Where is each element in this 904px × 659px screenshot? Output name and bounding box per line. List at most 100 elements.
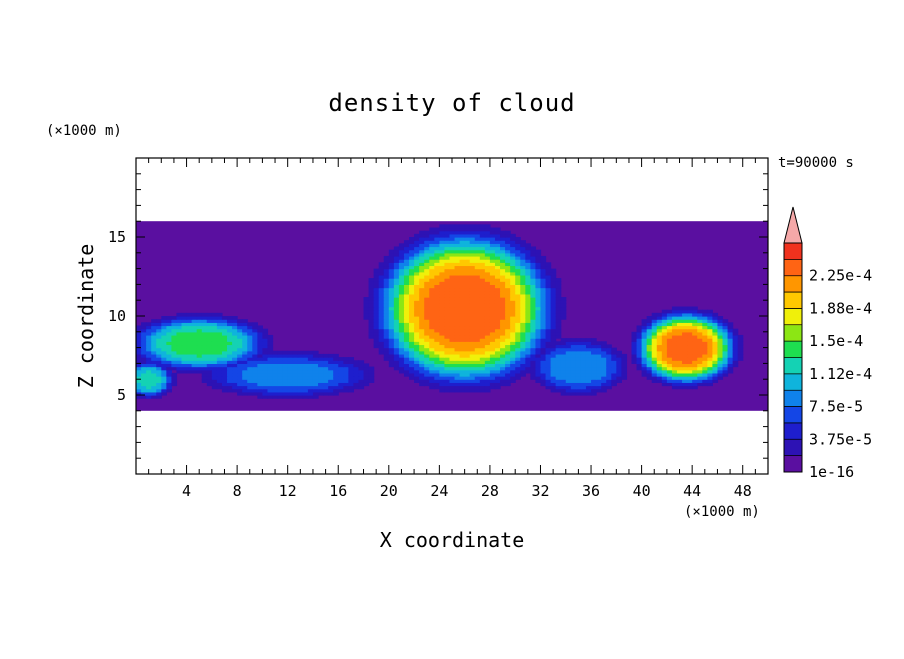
density-cell (687, 350, 693, 355)
density-cell (550, 334, 557, 339)
density-cell (232, 360, 238, 364)
density-cell (601, 382, 607, 387)
density-cell (489, 376, 496, 380)
density-cell (439, 316, 446, 320)
density-cell (727, 366, 734, 371)
density-cell (328, 388, 334, 393)
density-cell (181, 328, 188, 333)
density-cell (494, 227, 501, 232)
density-cell (707, 369, 713, 374)
density-cell (520, 297, 526, 301)
density-cell (580, 344, 587, 349)
density-cell (479, 341, 486, 346)
density-cell (666, 338, 673, 342)
density-cell (489, 360, 496, 364)
density-cell (712, 369, 719, 374)
density-cell (585, 391, 592, 396)
density-cell (494, 341, 501, 346)
density-cell (727, 341, 734, 346)
density-cell (419, 319, 425, 323)
density-cell (454, 287, 461, 292)
density-cell (540, 319, 547, 323)
density-cell (353, 376, 360, 380)
density-cell (257, 331, 263, 336)
density-cell (565, 388, 572, 393)
density-cell (358, 363, 365, 368)
density-cell (449, 309, 456, 314)
density-cell (697, 382, 703, 387)
density-cell (484, 306, 491, 311)
density-cell (479, 388, 486, 393)
density-cell (459, 284, 466, 289)
density-cell (414, 287, 420, 292)
density-cell (505, 249, 511, 254)
density-cell (520, 347, 526, 352)
density-cell (671, 328, 678, 333)
density-cell (444, 379, 451, 383)
density-cell (510, 372, 516, 377)
density-cell (383, 259, 390, 263)
density-cell (535, 281, 542, 285)
density-cell (181, 344, 188, 349)
density-cell (221, 369, 228, 374)
density-cell (631, 331, 638, 336)
density-cell (545, 262, 552, 267)
density-cell (692, 385, 698, 390)
density-cell (312, 372, 319, 377)
density-cell (176, 341, 183, 346)
density-cell (287, 372, 294, 377)
density-cell (409, 287, 415, 292)
density-cell (343, 369, 349, 374)
density-cell (479, 344, 486, 349)
density-cell (419, 287, 425, 292)
density-cell (550, 284, 557, 289)
density-cell (403, 255, 410, 260)
density-cell (378, 312, 385, 317)
density-cell (141, 366, 147, 371)
density-cell (611, 350, 617, 355)
density-cell (439, 265, 446, 270)
density-cell (136, 347, 142, 352)
density-cell (166, 328, 172, 333)
density-cell (494, 322, 501, 327)
density-cell (591, 366, 597, 371)
density-cell (247, 350, 253, 355)
density-cell (530, 297, 537, 301)
density-cell (540, 297, 547, 301)
density-cell (515, 319, 521, 323)
density-cell (191, 344, 198, 349)
density-cell (479, 265, 486, 270)
density-cell (671, 312, 678, 317)
density-cell (656, 331, 663, 336)
density-cell (646, 369, 653, 374)
density-cell (666, 328, 673, 333)
density-cell (530, 331, 537, 336)
density-cell (540, 284, 547, 289)
density-cell (707, 372, 713, 377)
density-cell (277, 357, 284, 361)
density-cell (464, 382, 471, 387)
density-cell (712, 353, 719, 358)
density-cell (398, 255, 405, 260)
density-cell (535, 290, 542, 295)
density-cell (156, 322, 162, 327)
density-cell (307, 360, 314, 364)
density-cell (151, 319, 157, 323)
density-cell (464, 369, 471, 374)
density-cell (520, 274, 526, 279)
density-cell (530, 312, 537, 317)
density-cell (176, 347, 183, 352)
density-cell (510, 328, 516, 333)
density-cell (530, 309, 537, 314)
density-cell (383, 281, 390, 285)
density-cell (570, 338, 577, 342)
density-cell (388, 360, 395, 364)
density-cell (454, 360, 461, 364)
density-cell (550, 350, 557, 355)
density-cell (429, 290, 435, 295)
density-cell (494, 328, 501, 333)
density-cell (651, 322, 658, 327)
density-cell (651, 316, 658, 320)
density-cell (409, 344, 415, 349)
density-cell (368, 366, 375, 371)
